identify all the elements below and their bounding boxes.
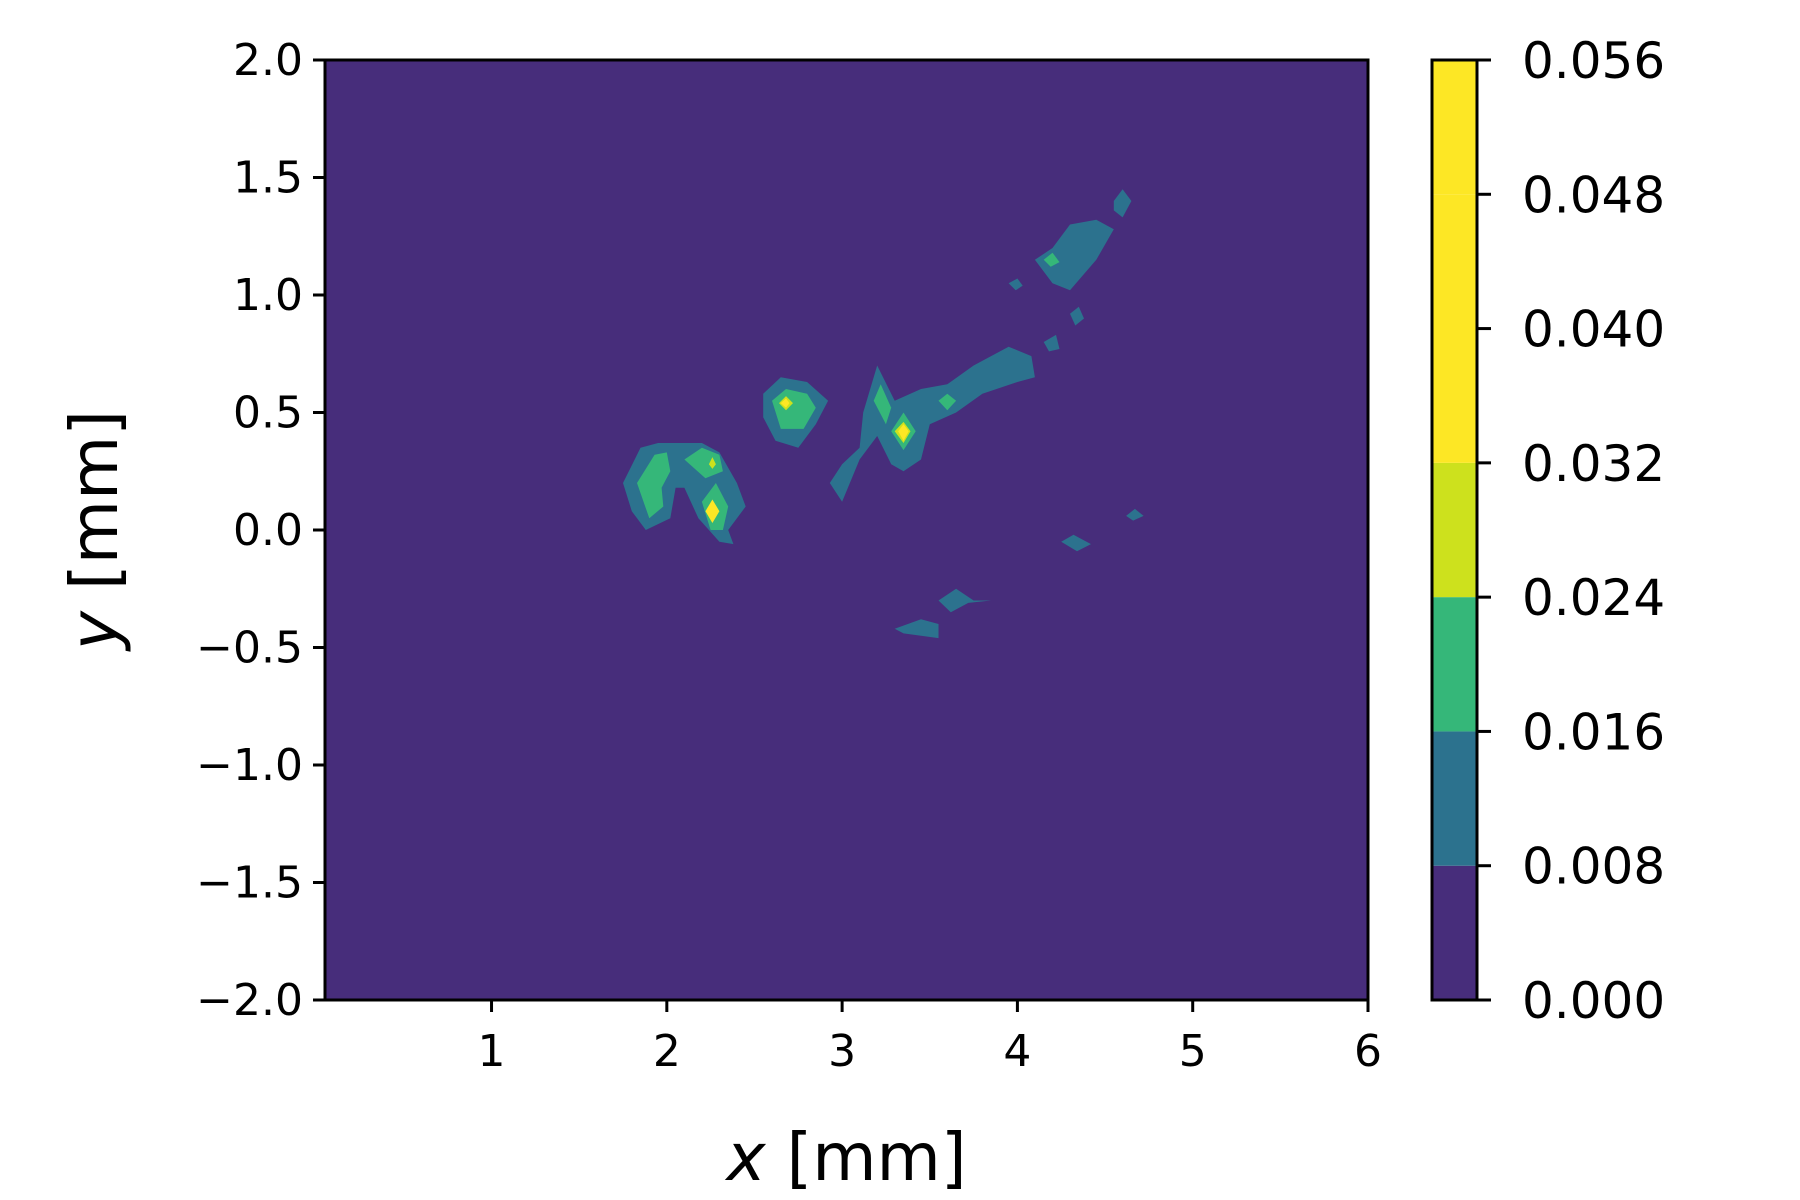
contour-region-level-4 — [780, 398, 790, 408]
x-axis-unit: [mm] — [766, 1119, 967, 1196]
y-tick-label: −1.5 — [196, 858, 303, 909]
contour-region-level-1 — [1070, 306, 1084, 326]
contour-region-level-4 — [898, 424, 909, 441]
x-tick-label: 2 — [653, 1026, 681, 1077]
colorbar-tick-label: 0.008 — [1522, 838, 1665, 896]
colorbar-tick-label: 0.016 — [1522, 703, 1665, 761]
colorbar-tick-label: 0.024 — [1522, 569, 1665, 627]
contour-regions — [623, 189, 1144, 639]
x-tick-label: 4 — [1003, 1026, 1031, 1077]
colorbar-band — [1432, 597, 1477, 732]
y-tick-label: −1.0 — [196, 740, 303, 791]
contour-plot-area — [323, 58, 1370, 1002]
y-axis-unit: [mm] — [56, 410, 133, 611]
y-tick-label: 1.0 — [233, 270, 303, 321]
x-axis-variable: x — [724, 1119, 766, 1196]
contour-region-level-4 — [705, 499, 720, 523]
contour-region-level-2 — [873, 384, 892, 425]
x-tick-label: 1 — [478, 1026, 506, 1077]
contour-region-level-2 — [938, 393, 957, 411]
colorbar: 0.000 0.008 0.016 0.024 0.032 0.040 0.048 0.056 — [1430, 32, 1665, 1030]
contour-region-level-1 — [894, 619, 939, 639]
colorbar-ticks: 0.000 0.008 0.016 0.024 0.032 0.040 0.048 0.056 — [1477, 32, 1665, 1030]
colorbar-band — [1432, 731, 1477, 866]
colorbar-tick-label: 0.048 — [1522, 166, 1665, 224]
colorbar-tick-label: 0.000 — [1522, 972, 1665, 1030]
contour-region-level-1 — [938, 588, 992, 613]
contour-region-level-3 — [708, 457, 716, 469]
contour-region-level-1 — [1008, 278, 1023, 291]
x-axis: 1 2 3 4 5 6 — [478, 1000, 1382, 1077]
y-tick-label: −0.5 — [196, 623, 303, 674]
plot-background — [325, 60, 1368, 1000]
y-tick-label: 1.5 — [233, 153, 303, 204]
x-tick-label: 6 — [1354, 1026, 1382, 1077]
colorbar-band — [1432, 865, 1477, 1000]
y-axis: −2.0 −1.5 −1.0 −0.5 0.0 0.5 1.0 1.5 2.0 — [196, 35, 325, 1026]
y-tick-label: 0.0 — [233, 505, 303, 556]
colorbar-band — [1432, 462, 1477, 598]
contour-region-level-2 — [772, 389, 816, 429]
x-tick-label: 5 — [1179, 1026, 1207, 1077]
contour-region-level-1 — [1034, 219, 1114, 291]
contour-region-level-2 — [684, 447, 723, 479]
y-axis-variable: y — [56, 610, 133, 652]
x-axis-label: x [mm] — [724, 1119, 966, 1196]
y-axis-label: y [mm] — [56, 410, 133, 652]
contour-region-level-1 — [1113, 189, 1132, 218]
contour-region-level-2 — [637, 452, 671, 519]
colorbar-tick-label: 0.032 — [1522, 435, 1665, 493]
colorbar-band — [1432, 60, 1477, 195]
y-tick-label: 2.0 — [233, 35, 303, 86]
y-tick-label: 0.5 — [233, 388, 303, 439]
contour-region-level-2 — [1043, 252, 1060, 267]
contour-region-level-1 — [1043, 334, 1060, 352]
colorbar-band — [1432, 194, 1477, 463]
y-tick-label: −2.0 — [196, 975, 303, 1026]
colorbar-tick-label: 0.056 — [1522, 32, 1665, 90]
x-tick-label: 3 — [828, 1026, 856, 1077]
colorbar-frame — [1430, 58, 1479, 1002]
contour-region-level-1 — [1061, 534, 1091, 552]
colorbar-tick-label: 0.040 — [1522, 301, 1665, 359]
colorbar-bands — [1432, 60, 1477, 1000]
contour-region-level-1 — [1126, 508, 1144, 521]
